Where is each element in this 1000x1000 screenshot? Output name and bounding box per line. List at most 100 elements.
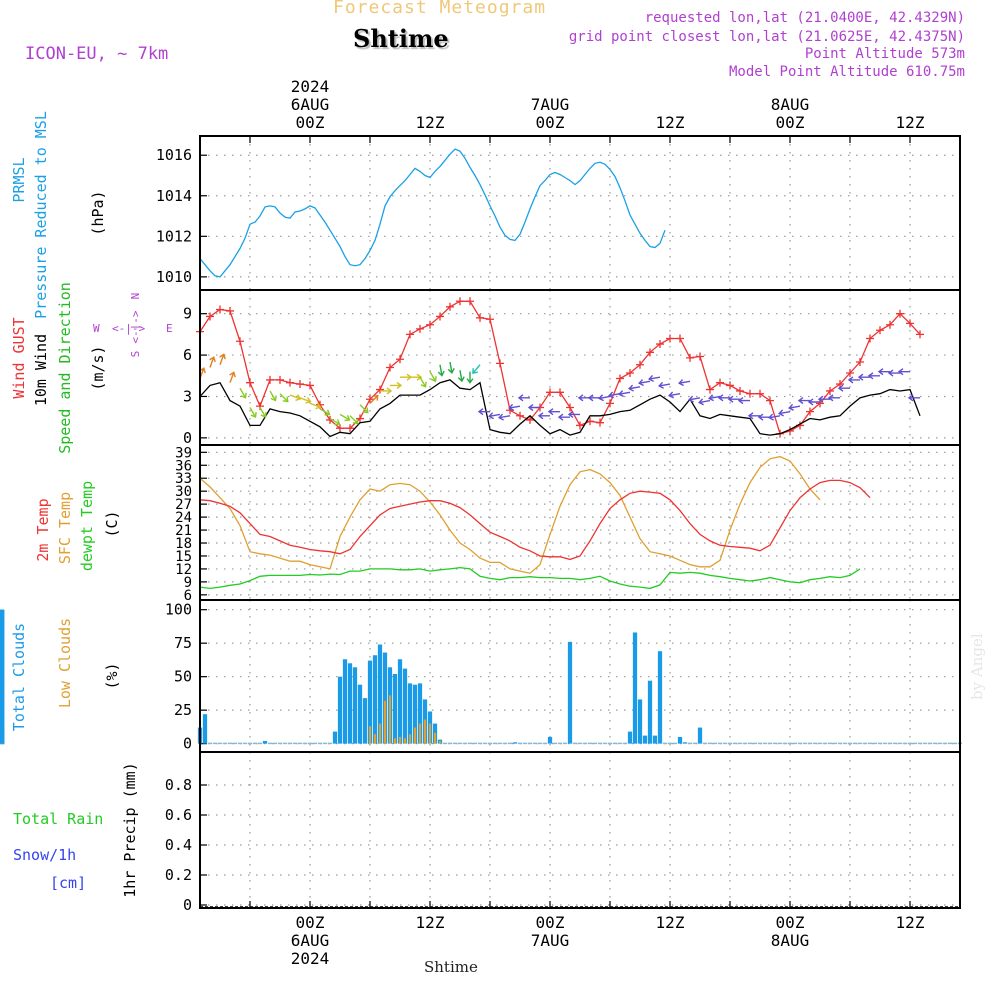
total-cloud-bar [952, 742, 958, 745]
gust-marker [376, 385, 384, 394]
wind-direction-arrow [279, 393, 289, 403]
gust-marker [446, 302, 454, 311]
total-cloud-bar [887, 742, 893, 745]
total-cloud-bar [272, 742, 278, 745]
gust-marker [566, 403, 574, 412]
gust-marker [576, 421, 584, 430]
gust-marker [526, 415, 534, 424]
pressure-desc-label: Pressure Reduced to MSL [32, 111, 50, 319]
total-cloud-bar [257, 742, 263, 745]
gust-marker [476, 313, 484, 322]
gust-marker [406, 330, 414, 339]
y-tick-label: 33 [175, 471, 192, 487]
total-cloud-bar [947, 742, 953, 745]
total-cloud-bar [667, 742, 673, 745]
gust-marker [206, 312, 214, 321]
gust-marker [386, 363, 394, 372]
low-cloud-bar [393, 738, 397, 744]
temp-2m-label: 2m Temp [34, 498, 52, 561]
dewpt-label: dewpt Temp [78, 481, 96, 571]
y-tick-label: 0 [183, 429, 192, 447]
total-cloud-bar [757, 742, 763, 745]
total-cloud-bar [392, 673, 398, 744]
gust-marker [286, 378, 294, 387]
gust-marker [686, 353, 694, 362]
gust-line [199, 300, 921, 435]
gust-marker [726, 381, 734, 390]
total-cloud-bar [307, 742, 313, 745]
wind-direction-arrow [717, 394, 730, 402]
y-tick-label: 39 [175, 445, 192, 461]
total-cloud-bar [562, 742, 568, 745]
wind-direction-arrow [587, 394, 600, 402]
wind-direction-arrow [527, 403, 540, 412]
total-cloud-bar [302, 742, 308, 745]
gust-marker [256, 402, 264, 411]
total-cloud-bar [287, 742, 293, 745]
wind-direction-arrow [309, 402, 322, 410]
total-cloud-bar [502, 742, 508, 745]
low-cloud-bar [368, 726, 372, 744]
total-cloud-bar [817, 742, 823, 745]
wind-direction-arrow [359, 404, 369, 414]
wind-dir-label: Speed and Direction [56, 282, 74, 454]
wind-direction-arrow [259, 407, 267, 419]
pressure-label: PRMSL [10, 157, 28, 202]
total-cloud-bar [482, 742, 488, 745]
low-cloud-bar [403, 738, 407, 744]
total-cloud-bar [442, 742, 448, 745]
wind-direction-arrow [598, 394, 611, 402]
total-cloud-bar [267, 742, 273, 745]
wind-direction-arrow [209, 356, 216, 368]
total-cloud-bar [592, 742, 598, 745]
total-cloud-bar [852, 742, 858, 745]
y-tick-label: 25 [174, 701, 192, 719]
total-cloud-bar [812, 742, 818, 745]
total-cloud-bar [282, 742, 288, 745]
gust-marker [436, 312, 444, 321]
wind-direction-arrow [508, 403, 521, 411]
total-cloud-bar [532, 742, 538, 745]
gust-marker [706, 385, 714, 394]
total-cloud-bar [417, 683, 423, 744]
compass-west: W [93, 322, 100, 335]
compass-arrows-h: <-|-> [112, 322, 145, 335]
y-tick-label: 0 [183, 896, 192, 914]
y-tick-label: 1016 [156, 146, 192, 164]
gust-marker [226, 306, 234, 315]
total-cloud-bar [612, 742, 618, 745]
total-cloud-bar [372, 655, 378, 744]
wind-direction-arrow [319, 408, 331, 416]
wind-direction-arrow [289, 394, 302, 401]
total-cloud-bar [722, 742, 728, 745]
wind-direction-arrow [447, 361, 455, 374]
low-cloud-bar [388, 695, 392, 744]
y-tick-label: 6 [183, 346, 192, 364]
total-cloud-bar [917, 742, 923, 745]
y-tick-label: 6 [184, 588, 192, 604]
total-cloud-bar [212, 742, 218, 745]
total-cloud-bar [367, 660, 373, 744]
bottom-time-label: 12Z [896, 913, 925, 932]
y-tick-label: 9 [184, 575, 192, 591]
gust-marker [886, 320, 894, 329]
wind-direction-arrow [867, 372, 880, 380]
top-time-label: 00Z [296, 113, 325, 132]
low-cloud-bar [438, 740, 442, 744]
wind-direction-arrow [857, 373, 870, 381]
bottom-time-label: 8AUG [771, 931, 810, 950]
total-cloud-bar [732, 742, 738, 745]
gust-marker [496, 359, 504, 368]
total-cloud-bar [557, 742, 563, 745]
y-tick-label: 0.4 [165, 836, 192, 854]
total-cloud-bar [547, 736, 553, 744]
total-cloud-bar [452, 742, 458, 745]
gust-label: Wind GUST [10, 317, 28, 398]
wind-direction-arrow [410, 373, 423, 381]
total-cloud-bar [717, 742, 723, 745]
top-time-label: 8AUG [771, 95, 810, 114]
wind-direction-arrow [877, 368, 890, 376]
total-cloud-bar [537, 742, 543, 745]
total-cloud-bar [902, 742, 908, 745]
model-altitude: Model Point Altitude 610.75m [728, 64, 965, 80]
